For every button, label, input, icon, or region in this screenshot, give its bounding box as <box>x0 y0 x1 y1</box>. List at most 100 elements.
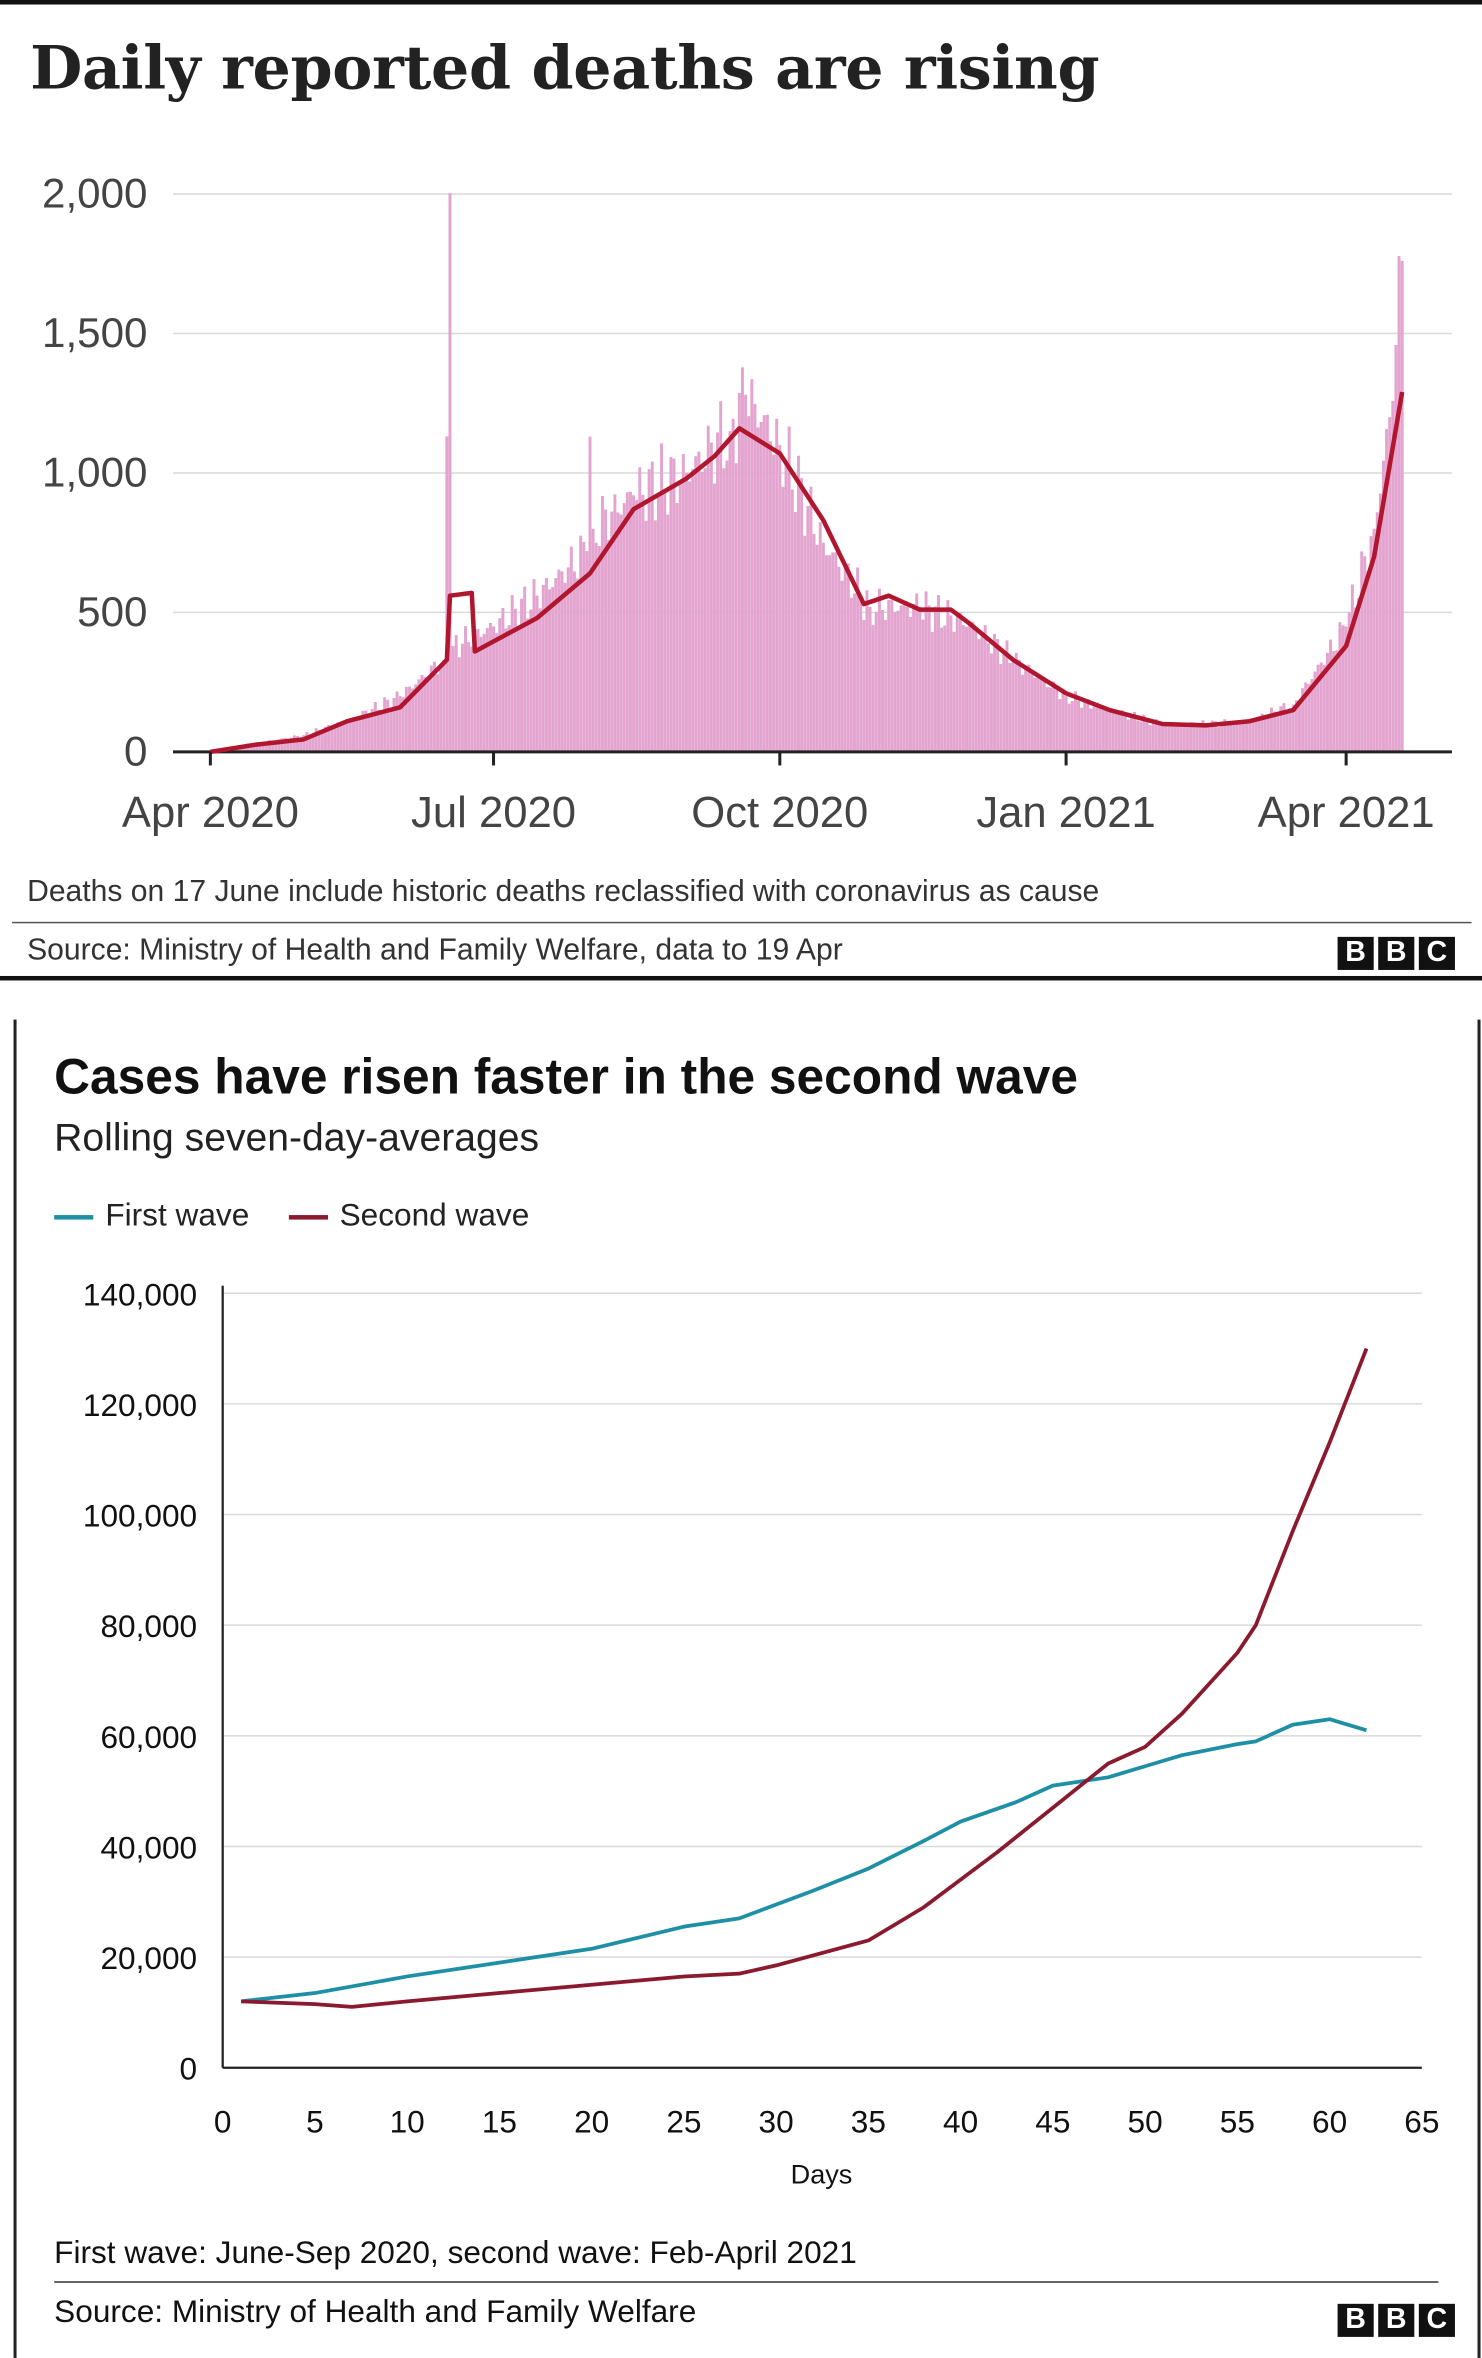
deaths-bar <box>249 744 253 752</box>
deaths-bar <box>1269 707 1273 752</box>
deaths-bar <box>656 495 660 752</box>
deaths-bar <box>1338 622 1342 752</box>
deaths-bar <box>1142 714 1146 752</box>
deaths-bar <box>414 684 418 752</box>
deaths-bar <box>1176 723 1180 752</box>
deaths-bar <box>1123 712 1127 752</box>
deaths-bar <box>1189 722 1193 752</box>
cases-footer-rule <box>54 2281 1439 2283</box>
deaths-bar <box>432 661 436 752</box>
deaths-x-tick-label: Oct 2020 <box>691 789 868 837</box>
deaths-bar <box>1101 709 1105 752</box>
deaths-bar <box>582 541 586 752</box>
deaths-bar <box>1049 687 1053 752</box>
deaths-bar <box>912 603 916 752</box>
deaths-bar <box>1213 721 1217 752</box>
deaths-bar <box>884 619 888 752</box>
deaths-bar <box>993 633 996 752</box>
deaths-bar <box>825 555 828 752</box>
deaths-bar <box>940 627 944 752</box>
deaths-bar <box>893 612 897 752</box>
deaths-bar <box>317 730 321 752</box>
deaths-x-tick-label: Apr 2021 <box>1258 789 1435 837</box>
deaths-bar <box>395 691 399 752</box>
deaths-bar <box>1030 673 1034 752</box>
deaths-bar <box>1375 512 1379 752</box>
deaths-bar <box>538 608 542 752</box>
deaths-bar <box>828 555 832 752</box>
deaths-bar <box>1033 677 1037 752</box>
deaths-bar <box>1350 584 1354 752</box>
deaths-bar <box>1232 720 1236 752</box>
cases-chart-legend: First wave Second wave <box>54 1199 529 1235</box>
deaths-bar <box>868 606 872 752</box>
deaths-bar <box>1207 727 1211 752</box>
deaths-bar <box>1151 720 1155 752</box>
bbc-logo-letter: B <box>1337 2303 1374 2337</box>
deaths-bar <box>274 740 278 752</box>
deaths-bar <box>520 598 524 752</box>
deaths-bar <box>927 605 931 752</box>
deaths-bar <box>859 596 863 752</box>
deaths-bar <box>1126 719 1130 752</box>
deaths-x-tick-label: Apr 2020 <box>122 789 299 837</box>
cases-chart-title: Cases have risen faster in the second wa… <box>54 1048 1079 1104</box>
deaths-bar <box>1276 716 1280 752</box>
deaths-bar <box>280 738 284 752</box>
deaths-bar <box>1325 652 1329 752</box>
cases-x-axis-label: Days <box>791 2159 853 2190</box>
deaths-bar <box>404 686 408 752</box>
deaths-bar <box>818 522 822 752</box>
deaths-bar <box>507 625 511 752</box>
deaths-bar <box>1170 725 1174 752</box>
deaths-bar <box>1304 682 1308 752</box>
deaths-bar <box>252 743 256 752</box>
deaths-bar <box>492 626 496 752</box>
deaths-bar <box>1341 625 1345 752</box>
deaths-bar <box>747 416 751 752</box>
deaths-bar <box>666 514 670 752</box>
deaths-bar <box>921 619 925 752</box>
deaths-bar <box>327 724 331 752</box>
deaths-bar <box>672 458 676 752</box>
deaths-bar <box>890 599 894 752</box>
deaths-bar <box>1248 721 1252 752</box>
deaths-bar <box>986 643 990 752</box>
deaths-bar <box>255 742 259 752</box>
deaths-y-tick-label: 0 <box>124 727 147 774</box>
deaths-bar <box>793 512 797 752</box>
deaths-bar <box>1154 719 1158 752</box>
cases-x-tick-label: 25 <box>666 2103 701 2139</box>
deaths-bar <box>594 542 598 752</box>
deaths-bar <box>451 645 455 752</box>
deaths-bar <box>619 514 623 752</box>
deaths-bar <box>302 735 306 752</box>
deaths-bar <box>1095 702 1099 752</box>
deaths-bar <box>803 535 807 752</box>
deaths-bar <box>694 456 698 752</box>
deaths-bar <box>722 468 726 752</box>
deaths-bar <box>762 415 766 752</box>
deaths-bar <box>728 431 732 752</box>
deaths-bar <box>675 503 679 752</box>
deaths-bar <box>1117 714 1121 752</box>
deaths-bar <box>622 503 626 752</box>
cases-chart-source: Source: Ministry of Health and Family We… <box>54 2294 697 2330</box>
deaths-bar <box>1201 720 1205 752</box>
deaths-bar <box>800 478 804 752</box>
deaths-bar <box>650 461 654 752</box>
deaths-bar <box>1139 721 1143 752</box>
deaths-bar <box>781 486 785 752</box>
deaths-bar <box>1294 700 1298 752</box>
deaths-bar <box>600 496 604 752</box>
deaths-bar <box>1344 626 1348 752</box>
deaths-bar <box>756 427 760 752</box>
deaths-bar <box>299 737 303 752</box>
deaths-bar <box>370 709 374 752</box>
deaths-bar <box>1198 724 1202 752</box>
deaths-bar <box>482 633 486 752</box>
deaths-bar <box>1257 716 1261 752</box>
deaths-bar <box>1347 612 1351 752</box>
deaths-bar <box>1301 688 1305 752</box>
deaths-bar <box>1120 710 1124 752</box>
